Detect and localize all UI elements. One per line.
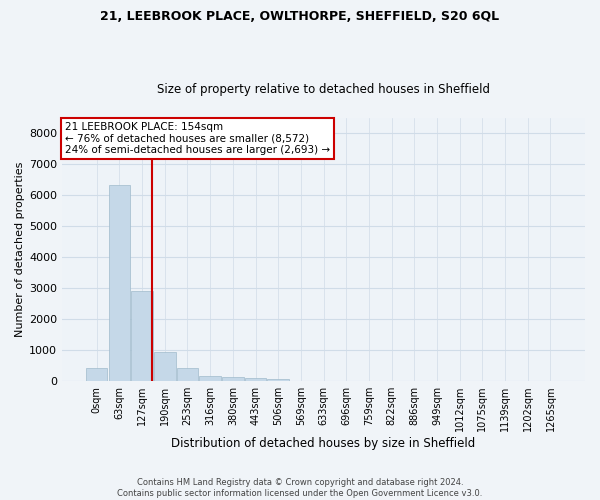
Bar bbox=[222, 377, 244, 381]
Bar bbox=[268, 379, 289, 381]
Text: 21 LEEBROOK PLACE: 154sqm
← 76% of detached houses are smaller (8,572)
24% of se: 21 LEEBROOK PLACE: 154sqm ← 76% of detac… bbox=[65, 122, 330, 155]
Text: 21, LEEBROOK PLACE, OWLTHORPE, SHEFFIELD, S20 6QL: 21, LEEBROOK PLACE, OWLTHORPE, SHEFFIELD… bbox=[100, 10, 500, 23]
Bar bbox=[154, 352, 176, 381]
Bar bbox=[176, 368, 198, 381]
Y-axis label: Number of detached properties: Number of detached properties bbox=[15, 162, 25, 337]
Title: Size of property relative to detached houses in Sheffield: Size of property relative to detached ho… bbox=[157, 83, 490, 96]
Bar bbox=[199, 376, 221, 381]
Bar bbox=[131, 292, 153, 381]
Bar bbox=[109, 184, 130, 381]
Text: Contains HM Land Registry data © Crown copyright and database right 2024.
Contai: Contains HM Land Registry data © Crown c… bbox=[118, 478, 482, 498]
Bar bbox=[86, 368, 107, 381]
Bar bbox=[245, 378, 266, 381]
X-axis label: Distribution of detached houses by size in Sheffield: Distribution of detached houses by size … bbox=[172, 437, 476, 450]
